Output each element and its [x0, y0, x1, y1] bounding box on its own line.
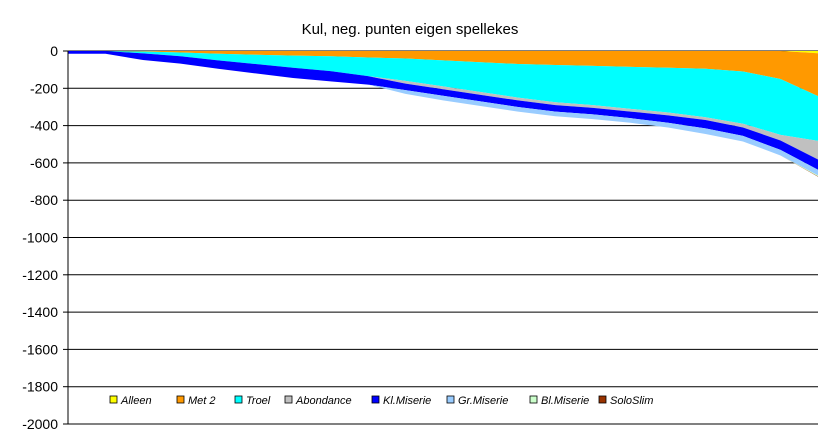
legend-label-kl-miserie: Kl.Miserie [383, 395, 431, 407]
legend-swatch-abondance [284, 395, 293, 404]
legend-label-abondance: Abondance [295, 395, 352, 407]
gridlines [68, 50, 818, 425]
legend-swatch-gr-miserie [446, 395, 455, 404]
legend-label-troel: Troel [246, 395, 271, 407]
y-tick-label-1: -200 [30, 80, 58, 96]
legend-swatch-soloslim [598, 395, 607, 404]
y-tick-label-3: -600 [30, 155, 58, 171]
area-troel [68, 51, 818, 141]
legend-swatch-troel [234, 395, 243, 404]
y-tick-label-6: -1200 [22, 267, 58, 283]
y-axis: 0 -200 -400 -600 -800 -1000 -1200 -1400 -1600 -18… [22, 43, 69, 432]
legend: Alleen Met 2 Troel Abondance Kl.Miserie Gr.Mi… [109, 395, 653, 407]
legend-swatch-kl-miserie [371, 395, 380, 404]
legend-label-soloslim: SoloSlim [610, 395, 653, 407]
y-tick-label-8: -1600 [22, 341, 58, 357]
y-tick-label-4: -800 [30, 192, 58, 208]
legend-label-alleen: Alleen [120, 395, 152, 407]
y-tick-label-2: -400 [30, 118, 58, 134]
y-tick-label-0: 0 [50, 43, 58, 59]
y-tick-label-5: -1000 [22, 230, 58, 246]
legend-label-bl-miserie: Bl.Miserie [541, 395, 589, 407]
legend-swatch-alleen [109, 395, 118, 404]
legend-label-met-2: Met 2 [188, 395, 216, 407]
y-tick-label-10: -2000 [22, 416, 58, 432]
chart-title: Kul, neg. punten eigen spellekes [302, 21, 519, 38]
y-tick-label-7: -1400 [22, 304, 58, 320]
area-met-2 [68, 51, 818, 97]
stacked-areas [68, 51, 818, 177]
legend-label-gr-miserie: Gr.Miserie [458, 395, 508, 407]
y-tick-label-9: -1800 [22, 379, 58, 395]
legend-swatch-met-2 [176, 395, 185, 404]
legend-swatch-bl-miserie [529, 395, 538, 404]
